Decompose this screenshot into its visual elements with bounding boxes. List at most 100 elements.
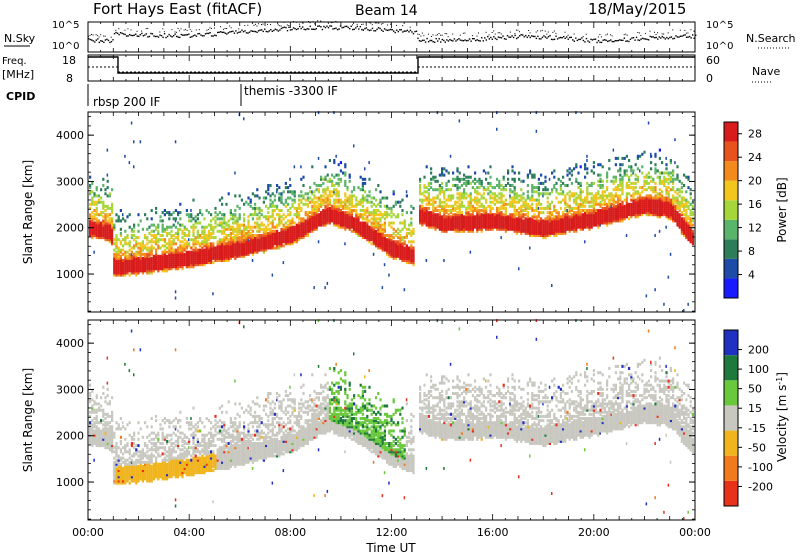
power-cell — [487, 213, 489, 216]
power-cell — [335, 182, 337, 185]
power-cell — [588, 205, 590, 208]
power-cell — [210, 224, 212, 227]
power-cell — [522, 213, 524, 216]
power-cell — [441, 201, 443, 204]
power-cell — [151, 224, 153, 227]
power-cell — [397, 236, 399, 239]
power-cell — [641, 190, 643, 193]
power-cell — [307, 203, 309, 206]
power-cell — [434, 188, 436, 191]
power-cell — [287, 186, 289, 189]
power-cell — [289, 190, 291, 193]
power-cell — [104, 209, 106, 212]
power-cell — [542, 192, 544, 195]
power-cell — [476, 197, 478, 200]
power-cell — [274, 230, 276, 233]
power-cell — [397, 213, 399, 216]
power-cell — [454, 184, 456, 187]
power-cell — [586, 155, 588, 158]
power-cell — [421, 192, 423, 195]
power-cell — [384, 263, 386, 266]
power-cell — [124, 219, 126, 222]
power-cell — [155, 211, 157, 214]
power-cell — [190, 247, 192, 250]
power-cell — [291, 217, 293, 220]
power-cell — [256, 217, 258, 220]
power-cell — [441, 167, 443, 170]
power-cell — [426, 186, 428, 189]
power-cell — [309, 201, 311, 204]
power-cell — [212, 236, 214, 239]
power-cell — [263, 215, 265, 218]
power-cell — [360, 222, 362, 225]
power-cell — [450, 209, 452, 212]
power-cell — [553, 176, 555, 179]
power-cell — [536, 190, 538, 193]
power-cell — [597, 197, 599, 200]
power-cell — [478, 199, 480, 202]
power-cell — [659, 192, 661, 195]
power-cell — [608, 167, 610, 170]
power-cell — [243, 203, 245, 206]
power-cell — [399, 234, 401, 237]
power-cell — [659, 149, 661, 152]
power-cell — [388, 234, 390, 237]
power-cell — [582, 209, 584, 212]
power-cell — [606, 203, 608, 206]
power-cell — [575, 211, 577, 214]
power-cell — [300, 190, 302, 193]
power-cell — [243, 117, 245, 120]
power-cell — [263, 197, 265, 200]
power-cell — [146, 242, 148, 245]
power-cell — [155, 234, 157, 237]
power-cell — [96, 217, 98, 220]
power-cell — [483, 197, 485, 200]
power-cell — [401, 222, 403, 225]
power-cell — [210, 219, 212, 222]
power-cell — [124, 236, 126, 239]
power-cell — [322, 182, 324, 185]
power-cell — [454, 213, 456, 216]
velocity-cell — [107, 394, 109, 397]
power-cell — [256, 222, 258, 225]
power-cell — [192, 249, 194, 252]
power-cell — [175, 226, 177, 229]
power-cell — [159, 247, 161, 250]
power-cell — [137, 213, 139, 216]
power-cell — [591, 209, 593, 212]
power-cell — [597, 190, 599, 193]
power-cell — [309, 197, 311, 200]
power-cell — [412, 240, 414, 243]
power-cell — [201, 240, 203, 243]
power-cell — [287, 224, 289, 227]
power-cell — [98, 213, 100, 216]
power-cell — [313, 194, 315, 197]
power-cell — [267, 232, 269, 235]
power-cell — [93, 201, 95, 204]
power-cell — [153, 247, 155, 250]
power-cell — [445, 188, 447, 191]
power-cell — [122, 238, 124, 241]
power-cell — [516, 201, 518, 204]
power-cell — [692, 201, 694, 204]
power-cell — [206, 209, 208, 212]
power-cell — [375, 230, 377, 233]
power-cell — [197, 217, 199, 220]
power-cell — [333, 159, 335, 162]
power-cell — [670, 199, 672, 202]
power-cell — [531, 215, 533, 218]
power-cell — [577, 186, 579, 189]
power-cell — [549, 178, 551, 181]
power-cell — [252, 230, 254, 233]
power-cell — [467, 194, 469, 197]
power-cell — [91, 211, 93, 214]
colorbar-swatch — [724, 161, 738, 181]
power-cell — [162, 224, 164, 227]
power-cell — [509, 201, 511, 204]
power-cell — [175, 209, 177, 212]
power-cell — [518, 207, 520, 210]
power-cell — [542, 219, 544, 222]
power-cell — [162, 251, 164, 254]
power-cell — [179, 203, 181, 206]
